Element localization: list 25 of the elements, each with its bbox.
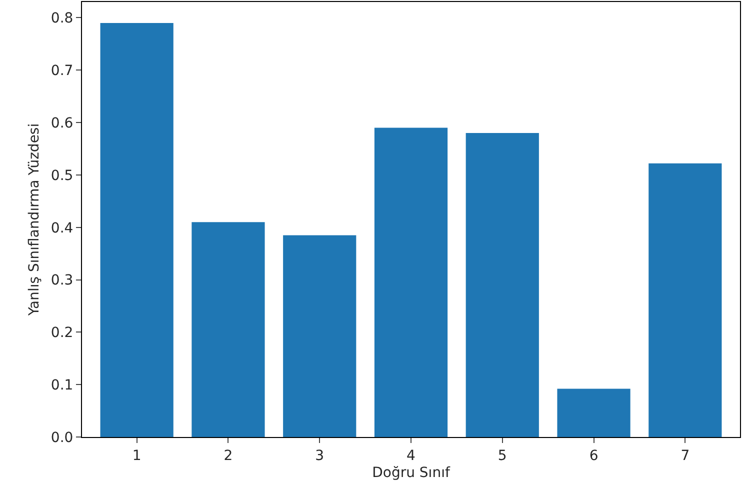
y-tick-label: 0.1 [50, 377, 74, 394]
bar [466, 133, 539, 437]
x-tick-label: 7 [680, 448, 690, 464]
bar [192, 222, 265, 437]
x-tick-label: 2 [224, 448, 233, 464]
x-tick-label: 6 [589, 448, 598, 464]
y-tick-label: 0.6 [50, 115, 74, 132]
x-axis-title: Doğru Sınıf [372, 465, 451, 482]
x-tick-label: 1 [132, 448, 142, 464]
bar [648, 163, 722, 437]
y-tick-label: 0.2 [50, 325, 74, 342]
y-axis-title: Yanlış Sınıflandırma Yüzdesi [26, 123, 43, 317]
x-tick-label: 5 [498, 448, 507, 464]
y-tick-label: 0.8 [50, 10, 74, 27]
y-tick-label: 0.4 [50, 220, 74, 236]
bar [374, 128, 448, 437]
y-tick-label: 0.5 [50, 168, 74, 184]
bar [100, 22, 174, 437]
x-tick-label: 4 [406, 448, 416, 464]
bar [283, 235, 356, 437]
x-tick-label: 3 [315, 448, 324, 464]
bar [557, 388, 630, 437]
y-tick-label: 0.0 [50, 430, 74, 446]
y-tick-label: 0.7 [50, 63, 74, 80]
y-tick-label: 0.3 [50, 272, 74, 289]
